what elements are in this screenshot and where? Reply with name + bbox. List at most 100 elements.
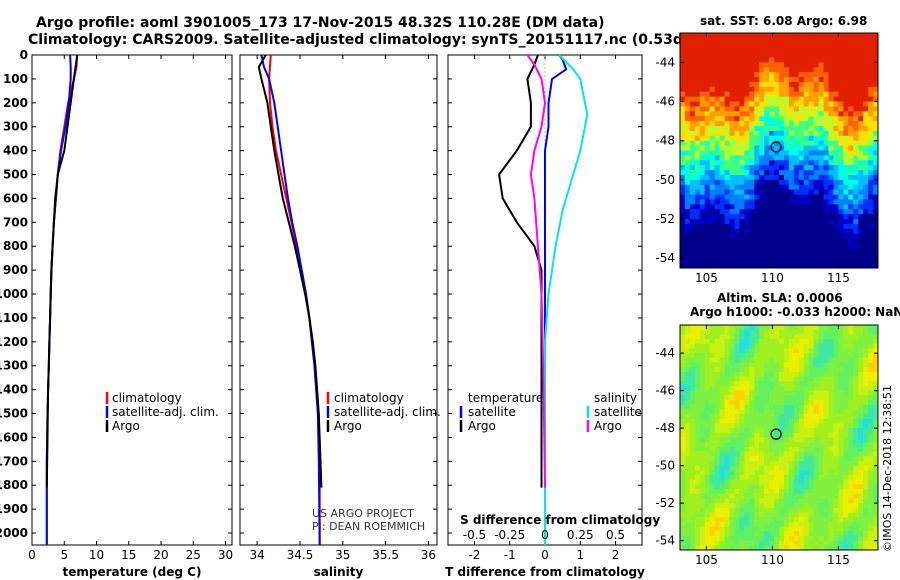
map-cell — [714, 179, 720, 186]
map-cell — [744, 165, 750, 171]
map-cell — [739, 209, 745, 215]
y-tick-label: 700 — [3, 215, 28, 229]
map-cell — [764, 390, 770, 396]
map-cell — [699, 170, 706, 176]
map-cell — [734, 184, 740, 191]
map-cell — [868, 442, 874, 448]
map-cell — [719, 101, 725, 107]
map-cell — [769, 101, 775, 107]
map-cell — [684, 428, 691, 434]
map-cell — [684, 334, 691, 340]
map-cell — [788, 77, 795, 83]
map-cell — [838, 357, 844, 363]
map-cell — [863, 400, 869, 406]
map-cell — [689, 81, 696, 88]
map-cell — [823, 329, 829, 335]
map-cell — [734, 418, 740, 424]
map-cell — [803, 57, 810, 63]
map-cell — [863, 111, 869, 117]
map-cell — [749, 263, 755, 269]
map-cell — [779, 155, 785, 161]
map-cell — [788, 400, 795, 406]
map-cell — [764, 521, 770, 527]
map-cell — [873, 219, 879, 225]
legend-label-climatology: climatology — [334, 391, 404, 405]
map-cell — [868, 503, 874, 509]
map-cell — [749, 507, 755, 513]
map-cell — [764, 503, 770, 509]
map-cell — [744, 42, 750, 49]
map-cell — [873, 165, 879, 171]
map-cell — [764, 526, 770, 532]
map-cell — [709, 465, 716, 471]
map-cell — [744, 503, 750, 509]
map-cell — [833, 219, 839, 225]
map-cell — [843, 353, 849, 359]
map-cell — [734, 451, 740, 457]
map-cell — [858, 209, 864, 215]
map-cell — [783, 263, 790, 269]
map-cell — [818, 390, 824, 396]
map-cell — [729, 512, 735, 518]
map-cell — [729, 214, 735, 220]
map-cell — [724, 106, 730, 112]
map-cell — [774, 512, 780, 518]
map-cell — [779, 456, 785, 462]
map-cell — [680, 376, 686, 382]
map-cell — [798, 460, 805, 467]
map-cell — [719, 353, 725, 359]
map-cell — [724, 414, 730, 420]
map-cell — [813, 248, 819, 254]
map-cell — [749, 165, 755, 171]
map-cell — [689, 86, 696, 93]
map-cell — [783, 385, 790, 392]
map-cell — [704, 67, 711, 73]
map-cell — [798, 526, 805, 532]
map-cell — [848, 367, 854, 373]
map-cell — [783, 101, 790, 107]
map-cell — [813, 155, 819, 161]
map-cell — [853, 540, 859, 546]
map-cell — [680, 184, 686, 191]
map-cell — [744, 81, 750, 88]
map-cell — [858, 507, 864, 513]
map-cell — [739, 526, 745, 532]
map-cell — [699, 507, 706, 513]
map-cell — [774, 179, 780, 186]
map-cell — [863, 540, 869, 546]
map-cell — [818, 204, 824, 210]
map-cell — [749, 72, 755, 78]
map-cell — [769, 194, 775, 200]
map-cell — [759, 106, 765, 112]
map-cell — [823, 67, 829, 73]
map-cell — [689, 223, 696, 230]
map-cell — [838, 228, 844, 235]
map-cell — [759, 362, 765, 368]
map-cell — [838, 150, 844, 156]
map-cell — [744, 179, 750, 186]
map-cell — [788, 334, 795, 340]
map-cell — [788, 418, 795, 424]
map-cell — [744, 194, 750, 200]
map-cell — [759, 465, 765, 471]
map-cell — [798, 329, 805, 335]
map-cell — [813, 362, 819, 368]
map-cell — [848, 470, 854, 476]
map-cell — [724, 86, 730, 93]
map-cell — [759, 47, 765, 53]
map-cell — [838, 498, 844, 504]
map-cell — [680, 446, 686, 452]
map-cell — [853, 37, 859, 44]
map-cell — [680, 470, 686, 476]
map-cell — [739, 540, 745, 546]
map-cell — [719, 248, 725, 254]
map-cell — [848, 465, 854, 471]
map-cell — [783, 233, 790, 240]
map-cell — [818, 179, 824, 186]
map-cell — [823, 428, 829, 434]
map-cell — [803, 390, 810, 396]
map-cell — [808, 121, 815, 127]
map-cell — [774, 390, 780, 396]
map-cell — [823, 96, 829, 102]
map-cell — [838, 179, 844, 186]
